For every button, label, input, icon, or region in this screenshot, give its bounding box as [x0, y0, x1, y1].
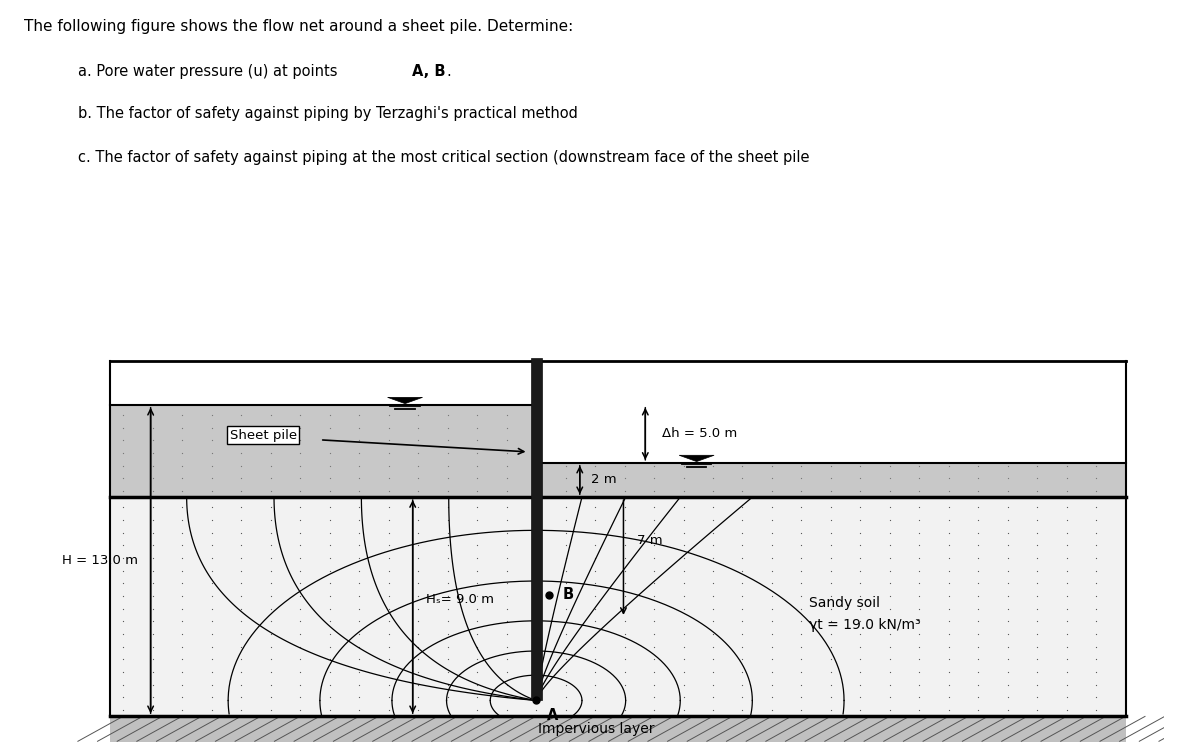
Text: a. Pore water pressure (u) at points: a. Pore water pressure (u) at points [78, 64, 342, 79]
Text: .: . [446, 64, 451, 79]
Bar [530, 358, 541, 700]
Text: B: B [563, 587, 574, 602]
Text: Sandy soil: Sandy soil [809, 595, 880, 610]
Text: A: A [547, 708, 558, 723]
Bar [110, 404, 536, 497]
Text: The following figure shows the flow net around a sheet pile. Determine:: The following figure shows the flow net … [24, 19, 574, 34]
Text: Impervious layer: Impervious layer [538, 722, 654, 736]
Text: Hₛ= 9.0 m: Hₛ= 9.0 m [426, 593, 494, 606]
Text: A, B: A, B [412, 64, 445, 79]
Text: H = 13.0 m: H = 13.0 m [61, 554, 138, 567]
Text: Δh = 5.0 m: Δh = 5.0 m [661, 427, 737, 440]
Text: γt = 19.0 kN/m³: γt = 19.0 kN/m³ [809, 618, 920, 632]
Bar [110, 716, 1126, 742]
Text: Sheet pile: Sheet pile [229, 428, 296, 441]
Polygon shape [679, 455, 714, 461]
Text: 7 m: 7 m [636, 534, 662, 547]
Bar [536, 463, 1126, 497]
Text: c. The factor of safety against piping at the most critical section (downstream : c. The factor of safety against piping a… [78, 150, 810, 165]
Polygon shape [388, 398, 422, 404]
Bar [110, 497, 1126, 716]
Text: b. The factor of safety against piping by Terzaghi's practical method: b. The factor of safety against piping b… [78, 106, 578, 121]
Text: 2 m: 2 m [590, 473, 617, 486]
